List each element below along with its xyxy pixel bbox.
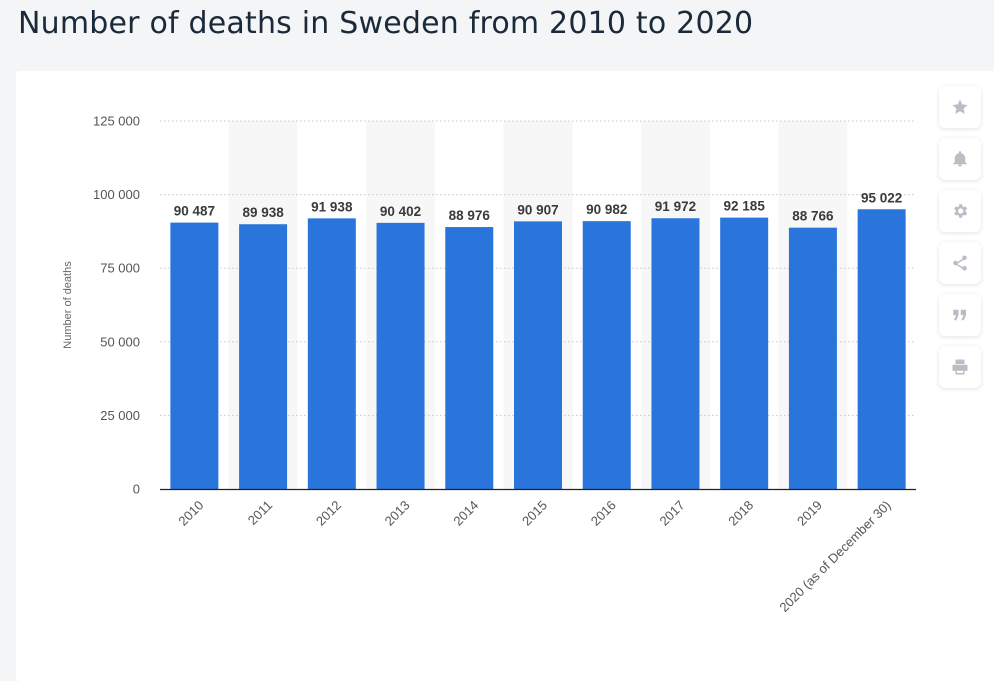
x-tick-label: 2012 [313,498,344,529]
x-tick-label: 2017 [657,498,688,529]
x-tick-label: 2015 [519,498,550,529]
y-tick-label: 0 [133,482,140,497]
x-tick-label: 2013 [382,498,413,529]
data-label: 92 185 [724,199,766,214]
bar [170,222,219,490]
bell-icon [953,151,967,167]
y-tick-label: 125 000 [93,114,140,129]
data-label: 89 938 [242,205,284,220]
data-label: 95 022 [861,190,902,205]
bar [651,218,700,489]
bar [582,221,631,489]
y-tick-label: 100 000 [93,187,140,202]
data-label: 90 982 [586,202,627,217]
x-tick-label: 2016 [588,498,619,529]
page-title: Number of deaths in Sweden from 2010 to … [18,6,754,41]
data-label: 91 972 [655,199,696,214]
cite-button[interactable] [939,294,981,336]
data-label: 90 402 [380,204,421,219]
bar [445,227,494,489]
settings-button[interactable] [939,190,981,232]
quote-icon [953,309,966,321]
bar [239,224,288,489]
y-tick-label: 50 000 [100,334,140,349]
x-tick-label: 2014 [450,498,481,529]
share-button[interactable] [939,242,981,284]
notification-button[interactable] [939,138,981,180]
print-button[interactable] [939,346,981,388]
share-icon [953,255,967,271]
data-label: 91 938 [311,199,353,214]
y-tick-label: 75 000 [100,261,140,276]
data-label: 88 976 [449,208,491,223]
y-tick-label: 25 000 [100,408,140,423]
bar [307,218,356,489]
x-tick-label: 2020 (as of December 30) [776,498,893,615]
bar-chart: 0 25 000 50 000 75 000 100 000 125 000 Number … [62,114,916,615]
y-axis-title: Number of deaths [62,261,74,349]
star-icon [952,99,968,114]
data-label: 90 907 [517,202,558,217]
chart-toolbar [939,86,981,398]
bar [720,217,769,489]
x-tick-label: 2011 [245,498,275,528]
bar [376,222,425,489]
x-tick-label: 2018 [725,498,756,529]
x-tick-label: 2019 [794,498,825,529]
print-icon [952,359,968,375]
bar [857,209,906,489]
bar [788,227,837,489]
favorite-button[interactable] [939,86,981,128]
bar [514,221,562,489]
data-label: 90 487 [174,204,215,219]
gear-icon [954,204,968,218]
data-label: 88 766 [792,209,834,224]
x-tick-label: 2010 [175,498,206,529]
